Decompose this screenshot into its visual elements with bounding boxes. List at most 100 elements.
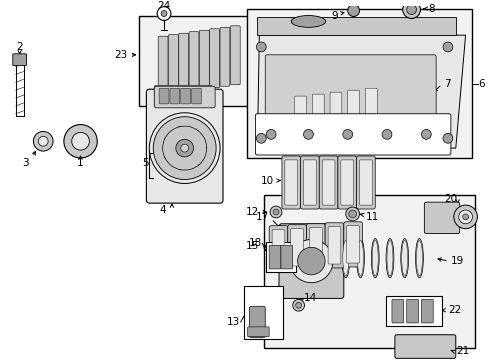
Text: 4: 4: [160, 205, 166, 215]
FancyBboxPatch shape: [230, 26, 240, 85]
FancyBboxPatch shape: [146, 89, 223, 203]
FancyBboxPatch shape: [287, 225, 306, 270]
Text: 5: 5: [142, 158, 148, 168]
Text: 22: 22: [447, 305, 460, 315]
FancyBboxPatch shape: [255, 114, 450, 155]
Circle shape: [72, 132, 89, 150]
Polygon shape: [257, 35, 465, 148]
FancyBboxPatch shape: [243, 285, 283, 339]
FancyBboxPatch shape: [322, 160, 334, 205]
FancyBboxPatch shape: [154, 85, 212, 107]
Circle shape: [38, 136, 48, 146]
Ellipse shape: [356, 238, 364, 278]
Text: 24: 24: [157, 1, 170, 11]
FancyBboxPatch shape: [13, 54, 26, 66]
Circle shape: [402, 1, 420, 18]
Text: 7: 7: [443, 79, 450, 89]
Text: 13: 13: [226, 317, 239, 327]
FancyBboxPatch shape: [291, 92, 309, 137]
Text: 1: 1: [77, 158, 84, 168]
FancyBboxPatch shape: [158, 36, 168, 95]
FancyBboxPatch shape: [391, 300, 403, 323]
Text: 15: 15: [245, 241, 259, 251]
FancyBboxPatch shape: [340, 160, 353, 205]
FancyBboxPatch shape: [246, 9, 471, 158]
Circle shape: [347, 5, 359, 17]
Text: 14: 14: [303, 293, 316, 303]
FancyBboxPatch shape: [344, 86, 362, 131]
Circle shape: [256, 134, 265, 143]
FancyBboxPatch shape: [159, 88, 169, 104]
FancyBboxPatch shape: [303, 160, 316, 205]
FancyBboxPatch shape: [290, 229, 303, 266]
Text: 16: 16: [263, 107, 276, 117]
FancyBboxPatch shape: [309, 90, 326, 135]
Circle shape: [342, 130, 352, 139]
FancyBboxPatch shape: [385, 296, 441, 326]
FancyBboxPatch shape: [406, 300, 418, 323]
Text: 18: 18: [248, 238, 262, 248]
Circle shape: [458, 210, 471, 224]
FancyBboxPatch shape: [279, 224, 343, 298]
FancyBboxPatch shape: [209, 29, 219, 88]
Ellipse shape: [371, 240, 377, 276]
Circle shape: [295, 302, 301, 308]
FancyBboxPatch shape: [179, 33, 188, 92]
Ellipse shape: [400, 238, 408, 278]
Circle shape: [176, 139, 193, 157]
Ellipse shape: [357, 240, 363, 276]
Text: 8: 8: [427, 4, 434, 14]
FancyBboxPatch shape: [337, 156, 356, 209]
Ellipse shape: [341, 238, 349, 278]
Circle shape: [292, 300, 304, 311]
FancyBboxPatch shape: [247, 327, 268, 337]
Circle shape: [153, 117, 216, 180]
Text: 9: 9: [330, 10, 337, 21]
FancyBboxPatch shape: [139, 15, 249, 106]
Circle shape: [269, 206, 282, 218]
FancyBboxPatch shape: [191, 88, 201, 104]
Text: 3: 3: [22, 158, 29, 168]
Circle shape: [381, 130, 391, 139]
Polygon shape: [257, 18, 455, 35]
FancyBboxPatch shape: [199, 30, 209, 89]
Circle shape: [442, 42, 452, 52]
Ellipse shape: [415, 238, 423, 278]
FancyBboxPatch shape: [281, 246, 292, 269]
FancyBboxPatch shape: [271, 230, 285, 267]
Ellipse shape: [401, 240, 407, 276]
FancyBboxPatch shape: [249, 306, 264, 338]
FancyBboxPatch shape: [285, 160, 297, 205]
Circle shape: [345, 207, 359, 221]
FancyBboxPatch shape: [319, 156, 337, 209]
Circle shape: [161, 10, 167, 17]
Ellipse shape: [385, 238, 393, 278]
FancyBboxPatch shape: [268, 226, 287, 271]
Text: 17: 17: [255, 212, 268, 222]
FancyBboxPatch shape: [343, 222, 362, 267]
Circle shape: [406, 5, 416, 14]
Text: 6: 6: [477, 79, 484, 89]
Text: 12: 12: [245, 207, 259, 217]
Circle shape: [265, 130, 275, 139]
FancyBboxPatch shape: [356, 156, 374, 209]
Text: 10: 10: [261, 176, 273, 185]
FancyBboxPatch shape: [154, 86, 215, 108]
FancyBboxPatch shape: [327, 227, 340, 264]
FancyBboxPatch shape: [312, 94, 324, 131]
FancyBboxPatch shape: [181, 88, 190, 104]
FancyBboxPatch shape: [168, 35, 178, 94]
FancyBboxPatch shape: [346, 226, 359, 263]
Ellipse shape: [291, 15, 325, 27]
Circle shape: [256, 42, 265, 52]
FancyBboxPatch shape: [359, 160, 371, 205]
Circle shape: [157, 7, 171, 21]
Ellipse shape: [370, 238, 378, 278]
Circle shape: [297, 247, 325, 275]
FancyBboxPatch shape: [170, 88, 180, 104]
FancyBboxPatch shape: [421, 300, 432, 323]
Text: 23: 23: [114, 50, 127, 60]
Text: 11: 11: [365, 212, 378, 222]
Circle shape: [303, 130, 313, 139]
Circle shape: [462, 214, 468, 220]
